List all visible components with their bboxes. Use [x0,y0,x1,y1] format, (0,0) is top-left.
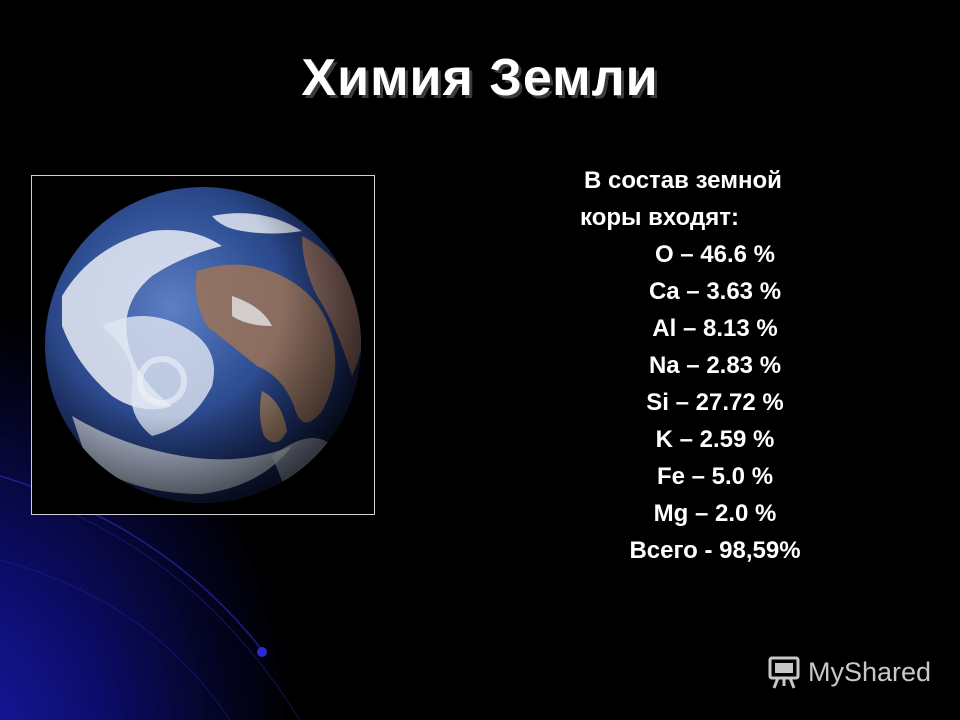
element-item-ca: Ca – 3.63 % [648,278,782,305]
element-list: O – 46.6 % Ca – 3.63 % Al – 8.13 % Na – … [520,236,910,532]
element-item-al: Al – 8.13 % [652,315,778,342]
orbit-dot [257,647,267,657]
element-item-fe: Fe – 5.0 % [656,463,774,490]
earth-globe-image [45,187,361,503]
watermark: MyShared [766,654,931,690]
intro-line-1: В состав земной [584,167,782,194]
slide-title: Химия Земли [301,49,659,107]
element-item-o: O – 46.6 % [654,241,776,268]
element-item-si: Si – 27.72 % [646,389,784,416]
element-item-mg: Mg – 2.0 % [653,500,777,527]
total-line: Всего - 98,59% [629,537,801,564]
presentation-screen-icon [768,656,800,689]
crust-composition: В состав земной коры входят: O – 46.6 % … [520,162,920,569]
element-item-na: Na – 2.83 % [648,352,782,379]
composition-intro: В состав земной коры входят: [520,162,920,236]
watermark-text: MyShared [808,656,932,687]
intro-line-2: коры входят: [580,204,740,231]
element-item-k: K – 2.59 % [655,426,775,453]
earth-photo [31,175,375,515]
